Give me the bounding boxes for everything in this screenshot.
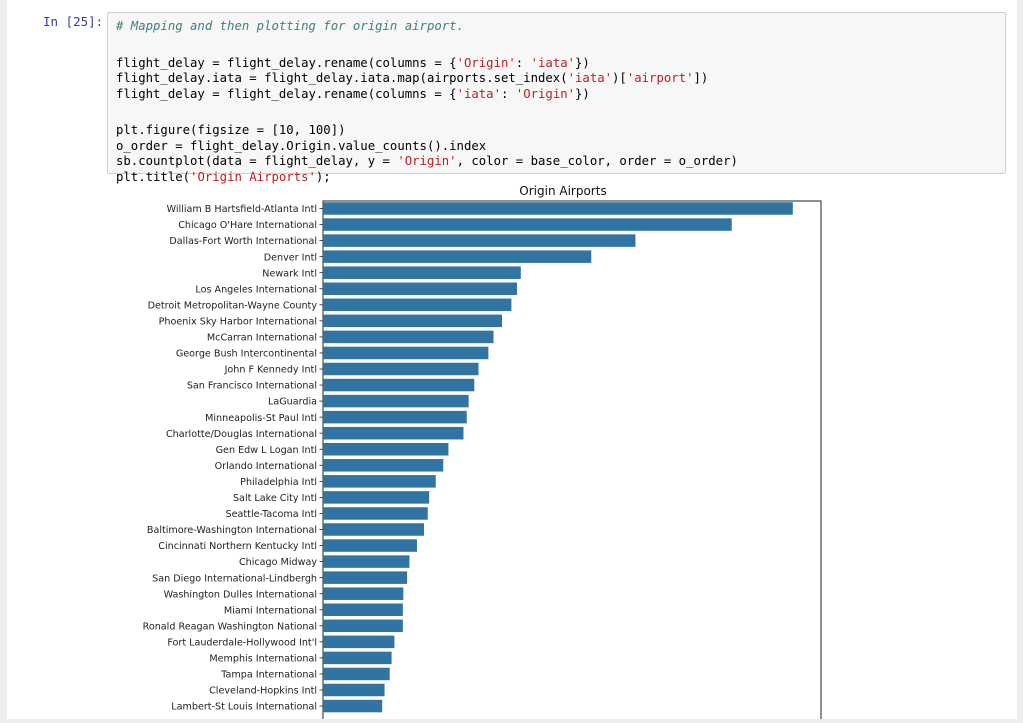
- bar: [323, 619, 403, 633]
- bar: [323, 362, 479, 376]
- y-tick-label: John F Kennedy Intl: [224, 365, 317, 376]
- bar: [323, 603, 403, 616]
- bar: [323, 346, 489, 360]
- y-tick-label: Charlotte/Douglas International: [166, 429, 317, 440]
- y-tick-label: Lambert-St Louis International: [171, 702, 317, 713]
- y-tick-label: Denver Intl: [264, 252, 317, 263]
- code-cell[interactable]: # Mapping and then plotting for origin a…: [107, 12, 1006, 184]
- bar: [323, 282, 518, 295]
- y-tick-label: Newark Intl: [262, 268, 317, 279]
- y-tick-label: George Bush Intercontinental: [176, 349, 317, 360]
- y-tick-label: Washington Dulles International: [164, 589, 317, 600]
- code-line: flight_delay.iata = flight_delay.iata.ma…: [116, 71, 709, 86]
- y-tick-label: Ronald Reagan Washington National: [143, 621, 317, 632]
- y-tick-label: San Diego International-Lindbergh: [152, 573, 317, 584]
- y-tick-label: San Francisco International: [187, 381, 317, 392]
- y-tick-label: Memphis International: [209, 654, 317, 665]
- y-tick-label: Los Angeles International: [195, 284, 317, 295]
- bar: [323, 475, 436, 488]
- y-tick-label: Baltimore-Washington International: [147, 525, 317, 536]
- code-line: # Mapping and then plotting for origin a…: [116, 19, 464, 33]
- y-tick-label: Chicago O'Hare International: [178, 220, 317, 231]
- y-tick-label: Salt Lake City Intl: [233, 493, 317, 504]
- cell-prompt: In [25]:: [43, 14, 104, 29]
- y-tick-label: McCarran International: [207, 333, 317, 344]
- bar: [323, 683, 385, 697]
- y-tick-label: Chicago Midway: [239, 557, 317, 568]
- y-tick-label: Fort Lauderdale-Hollywood Int'l: [167, 637, 317, 648]
- bar: [323, 651, 392, 665]
- bar: [323, 635, 395, 649]
- bar: [323, 507, 428, 520]
- y-tick-label: Detroit Metropolitan-Wayne County: [148, 300, 318, 311]
- y-tick-label: Philadelphia Intl: [240, 477, 317, 488]
- bar: [323, 218, 732, 231]
- bar: [323, 443, 449, 456]
- bar: [323, 555, 410, 568]
- y-tick-label: Gen Edw L Logan Intl: [216, 445, 317, 456]
- y-tick-label: Orlando International: [215, 461, 317, 472]
- bar: [323, 571, 408, 584]
- y-tick-label: Tampa International: [220, 670, 317, 681]
- bar: [323, 539, 417, 552]
- bar: [323, 459, 444, 472]
- code-line: plt.title('Origin Airports');: [116, 169, 331, 184]
- code-line: flight_delay = flight_delay.rename(colum…: [116, 86, 590, 101]
- code-line: plt.figure(figsize = [10, 100]): [116, 123, 346, 138]
- bar: [323, 667, 390, 681]
- y-tick-label: William B Hartsfield-Atlanta Intl: [167, 204, 317, 215]
- output-area: Origin Airports William B Hartsfield-Atl…: [7, 180, 1017, 723]
- y-tick-label: Dallas-Fort Worth International: [169, 236, 317, 247]
- bar: [323, 250, 592, 263]
- bar: [323, 426, 464, 440]
- code-line: sb.countplot(data = flight_delay, y = 'O…: [116, 154, 738, 169]
- bar: [323, 266, 521, 279]
- code-line: o_order = flight_delay.Origin.value_coun…: [116, 138, 487, 153]
- bar: [323, 394, 469, 408]
- notebook: In [25]: # Mapping and then plotting for…: [7, 0, 1017, 723]
- bar: [323, 234, 636, 247]
- y-tick-label: Seattle-Tacoma Intl: [226, 509, 317, 520]
- bar: [323, 699, 383, 713]
- bar: [323, 523, 425, 536]
- code-line: flight_delay = flight_delay.rename(colum…: [116, 55, 590, 70]
- y-tick-label: Cleveland-Hopkins Intl: [209, 686, 317, 697]
- bar: [323, 587, 404, 600]
- y-tick-label: Minneapolis-St Paul Intl: [205, 413, 317, 424]
- bar: [323, 314, 502, 328]
- chart-title: Origin Airports: [519, 184, 606, 198]
- y-tick-label: LaGuardia: [268, 397, 317, 408]
- countplot-chart: Origin Airports William B Hartsfield-Atl…: [143, 184, 822, 723]
- bar: [323, 378, 475, 392]
- y-tick-label: Phoenix Sky Harbor International: [159, 316, 317, 327]
- y-tick-label: Cincinnati Northern Kentucky Intl: [158, 541, 317, 552]
- bar: [323, 202, 793, 215]
- bar: [323, 491, 430, 504]
- bar: [323, 298, 512, 312]
- y-tick-label: Miami International: [224, 605, 317, 616]
- bar: [323, 410, 467, 424]
- bar: [323, 330, 494, 344]
